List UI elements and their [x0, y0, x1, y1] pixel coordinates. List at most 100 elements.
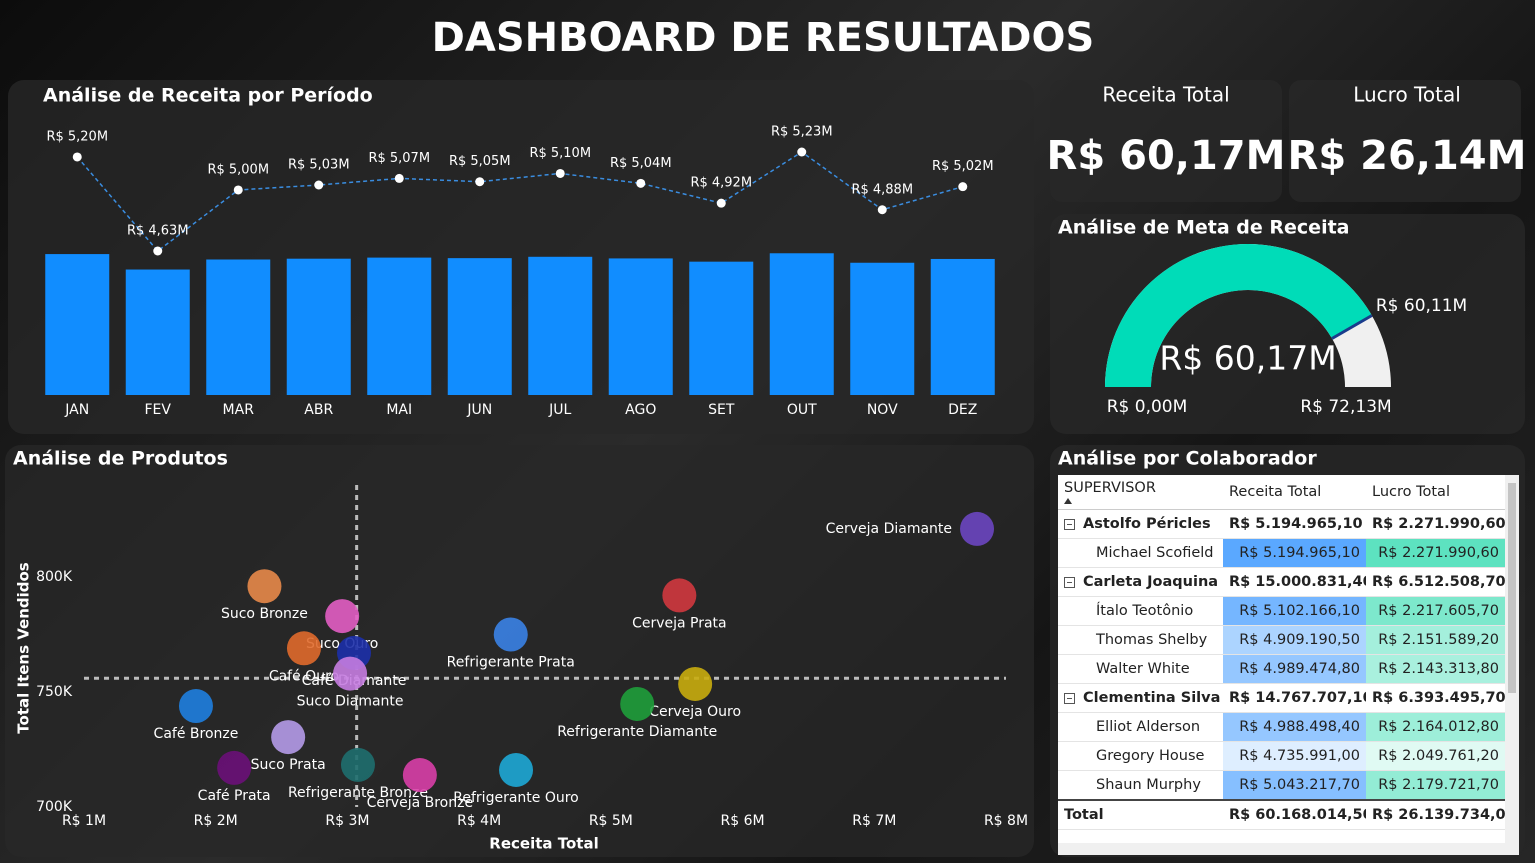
- trend-line: [76, 151, 963, 253]
- point-label: Refrigerante Diamante: [557, 724, 717, 740]
- card-panel: [1050, 80, 1282, 202]
- data-label: R$ 5,02M: [932, 159, 994, 174]
- collaborator-table: SUPERVISOR Receita Total Lucro Total Ast…: [1058, 475, 1505, 843]
- member-name: Gregory House: [1058, 741, 1223, 771]
- point-label: Cerveja Bronze: [367, 795, 473, 811]
- bubble: [325, 599, 360, 634]
- x-tick-label: R$ 1M: [62, 813, 106, 829]
- gauge-target: [1331, 314, 1373, 340]
- member-row: Gregory House R$ 4.735.991,00 R$ 2.049.761…: [1058, 741, 1505, 771]
- x-tick-label: NOV: [867, 402, 898, 418]
- trend-point: [475, 177, 485, 187]
- y-tick-label: 750K: [36, 684, 73, 700]
- x-tick-label: R$ 8M: [984, 813, 1028, 829]
- x-axis-label: Receita Total: [489, 835, 598, 853]
- revenue-cell: R$ 4.989.474,80: [1223, 654, 1366, 684]
- scatter-panel: [5, 445, 1034, 857]
- profit-cell: R$ 2.151.589,20: [1366, 625, 1505, 655]
- card-value: R$ 60,17M: [1047, 133, 1286, 179]
- x-tick-label: ABR: [304, 402, 333, 418]
- point-label: Suco Diamante: [297, 694, 404, 710]
- x-tick-label: JUN: [466, 402, 492, 418]
- bubble: [247, 569, 282, 604]
- card-panel: [1289, 80, 1521, 202]
- bubble: [217, 750, 252, 785]
- revenue-cell: R$ 5.043.217,70: [1223, 770, 1366, 801]
- bar: [45, 254, 110, 395]
- revenue-cell: R$ 4.988.498,40: [1223, 712, 1366, 742]
- bar: [769, 253, 834, 395]
- sort-icon: [1064, 498, 1072, 504]
- bubble: [678, 666, 713, 701]
- column-header[interactable]: SUPERVISOR: [1058, 475, 1223, 510]
- point-label: Cerveja Ouro: [649, 704, 741, 720]
- total-row: Total R$ 60.168.014,50 R$ 26.139.734,00: [1058, 799, 1505, 830]
- group-row: Clementina Silva R$ 14.767.707,10 R$ 6.393…: [1058, 683, 1505, 713]
- total-profit: R$ 26.139.734,00: [1366, 799, 1505, 830]
- revenue-cell: R$ 4.735.991,00: [1223, 741, 1366, 771]
- supervisor-name: Clementina Silva: [1083, 690, 1221, 706]
- group-name[interactable]: Astolfo Péricles: [1058, 509, 1223, 539]
- profit-cell: R$ 2.143.313,80: [1366, 654, 1505, 684]
- point-label: Suco Bronze: [221, 606, 308, 622]
- gauge-value: [1105, 243, 1373, 387]
- collapse-icon[interactable]: [1064, 692, 1075, 704]
- member-name: Walter White: [1058, 654, 1223, 684]
- bar: [930, 258, 995, 395]
- horizontal-scrollbar[interactable]: [1058, 843, 1519, 855]
- profit-cell: R$ 6.393.495,70: [1366, 683, 1505, 713]
- bubble: [271, 720, 306, 755]
- dashboard-title: DASHBOARD DE RESULTADOS: [432, 15, 1095, 61]
- point-label: Cerveja Diamante: [826, 521, 952, 537]
- data-label: R$ 5,20M: [46, 129, 108, 144]
- group-row: Astolfo Péricles R$ 5.194.965,10 R$ 2.271.…: [1058, 509, 1505, 539]
- gauge-value-label: R$ 60,17M: [1159, 339, 1336, 378]
- group-name[interactable]: Carleta Joaquina: [1058, 567, 1223, 597]
- y-axis-label: Total Itens Vendidos: [15, 562, 33, 734]
- supervisor-name: Astolfo Péricles: [1083, 516, 1211, 532]
- x-tick-label: DEZ: [948, 402, 977, 418]
- header-row: SUPERVISOR Receita Total Lucro Total: [1058, 475, 1505, 510]
- scrollbar[interactable]: [1505, 475, 1519, 843]
- revenue-cell: R$ 5.194.965,10: [1223, 509, 1366, 539]
- column-header[interactable]: Receita Total: [1223, 475, 1366, 510]
- collapse-icon[interactable]: [1064, 576, 1075, 588]
- x-tick-label: R$ 3M: [325, 813, 369, 829]
- data-label: R$ 5,04M: [610, 156, 672, 171]
- group-name[interactable]: Clementina Silva: [1058, 683, 1223, 713]
- x-tick-label: R$ 5M: [589, 813, 633, 829]
- bubble: [662, 578, 697, 613]
- collapse-icon[interactable]: [1064, 518, 1075, 530]
- revenue-cell: R$ 5.194.965,10: [1223, 538, 1366, 568]
- gauge-min-label: R$ 0,00M: [1107, 397, 1188, 417]
- point-label: Refrigerante Bronze: [288, 785, 428, 801]
- bar: [125, 269, 190, 395]
- gauge-max-label: R$ 72,13M: [1300, 397, 1391, 417]
- trend-point: [72, 152, 82, 162]
- card-title: Lucro Total: [1353, 83, 1461, 107]
- profit-cell: R$ 2.271.990,60: [1366, 509, 1505, 539]
- trend-point: [555, 168, 565, 178]
- profit-cell: R$ 2.271.990,60: [1366, 538, 1505, 568]
- bar: [608, 258, 673, 395]
- trend-point: [797, 147, 807, 157]
- bubble: [178, 689, 213, 724]
- point-label: Café Ouro: [269, 668, 339, 684]
- revenue-cell: R$ 5.102.166,10: [1223, 596, 1366, 626]
- profit-cell: R$ 2.164.012,80: [1366, 712, 1505, 742]
- x-tick-label: AGO: [625, 402, 656, 418]
- bubble: [960, 511, 995, 546]
- column-header[interactable]: Lucro Total: [1366, 475, 1505, 510]
- trend-point: [636, 178, 646, 188]
- x-tick-label: R$ 7M: [852, 813, 896, 829]
- scroll-thumb[interactable]: [1508, 483, 1516, 693]
- bar: [447, 258, 512, 395]
- chart-title: Análise de Meta de Receita: [1058, 217, 1350, 239]
- member-name: Thomas Shelby: [1058, 625, 1223, 655]
- x-tick-label: FEV: [145, 402, 172, 418]
- bubble: [402, 758, 437, 793]
- table-body: Astolfo Péricles R$ 5.194.965,10 R$ 2.271.…: [1058, 509, 1505, 830]
- revenue-cell: R$ 4.909.190,50: [1223, 625, 1366, 655]
